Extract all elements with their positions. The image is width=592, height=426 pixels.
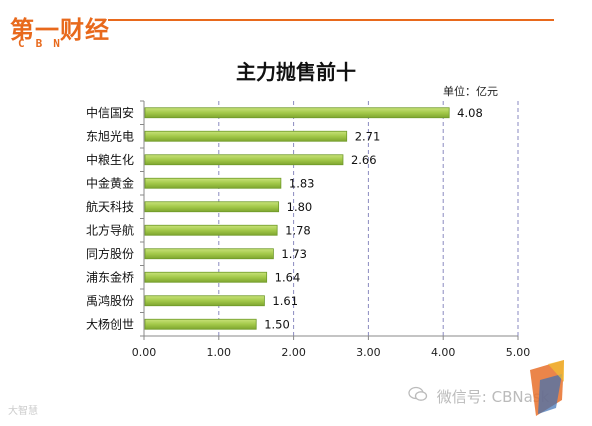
data-label: 4.08 (457, 106, 483, 120)
x-tick-label: 3.00 (356, 346, 381, 359)
data-label: 1.64 (275, 270, 301, 284)
data-label: 2.66 (351, 153, 377, 167)
bar (144, 271, 268, 283)
corner-decoration (530, 360, 564, 416)
data-label: 1.83 (289, 176, 315, 190)
category-label: 中金黄金 (86, 175, 134, 190)
category-label: 北方导航 (86, 222, 134, 237)
data-label: 1.78 (285, 223, 311, 237)
axes (140, 100, 519, 340)
data-label: 1.80 (287, 200, 313, 214)
bar (144, 224, 278, 236)
data-label: 2.71 (355, 129, 381, 143)
unit-label: 单位：亿元 (443, 85, 498, 98)
watermark-right: 微信号: CBNask (408, 386, 549, 407)
category-label: 大杨创世 (86, 316, 134, 331)
category-label: 同方股份 (86, 246, 134, 261)
watermark-left: 大智慧 (8, 402, 38, 417)
category-label: 中信国安 (86, 105, 134, 120)
category-label: 浦东金桥 (86, 269, 134, 284)
bar (144, 295, 265, 307)
bar (144, 201, 280, 213)
data-label: 1.50 (264, 317, 290, 331)
wechat-icon (408, 386, 428, 406)
x-tick-label: 2.00 (281, 346, 306, 359)
bars (144, 107, 450, 330)
watermark-left-text: 大智慧 (8, 406, 38, 417)
x-tick-label: 4.00 (431, 346, 456, 359)
bar (144, 154, 344, 166)
header-rule (108, 19, 554, 21)
chart-title: 主力抛售前十 (236, 60, 356, 84)
bar (144, 177, 282, 189)
cbn-logo: 第一财经 CBN (10, 10, 110, 54)
bar (144, 107, 450, 119)
watermark-right-text: 微信号: CBNask (436, 388, 550, 406)
data-label: 1.61 (272, 294, 298, 308)
category-label: 航天科技 (86, 199, 134, 214)
logo-text: 第一财经 (10, 16, 110, 44)
category-label: 禹鸿股份 (86, 294, 134, 308)
data-label: 1.73 (281, 247, 307, 261)
x-tick-label: 5.00 (506, 346, 531, 359)
x-tick-label: 0.00 (132, 346, 157, 359)
labels: 0.00 1.00 2.00 3.00 4.00 5.00 中信国安 4.08 东旭光电 2.71… (86, 105, 530, 359)
category-label: 东旭光电 (86, 129, 134, 143)
logo-subtext: CBN (18, 37, 71, 50)
bar (144, 248, 274, 260)
bar (144, 318, 257, 330)
bar (144, 130, 348, 142)
x-tick-label: 1.00 (207, 346, 232, 359)
category-label: 中粮生化 (86, 152, 134, 167)
